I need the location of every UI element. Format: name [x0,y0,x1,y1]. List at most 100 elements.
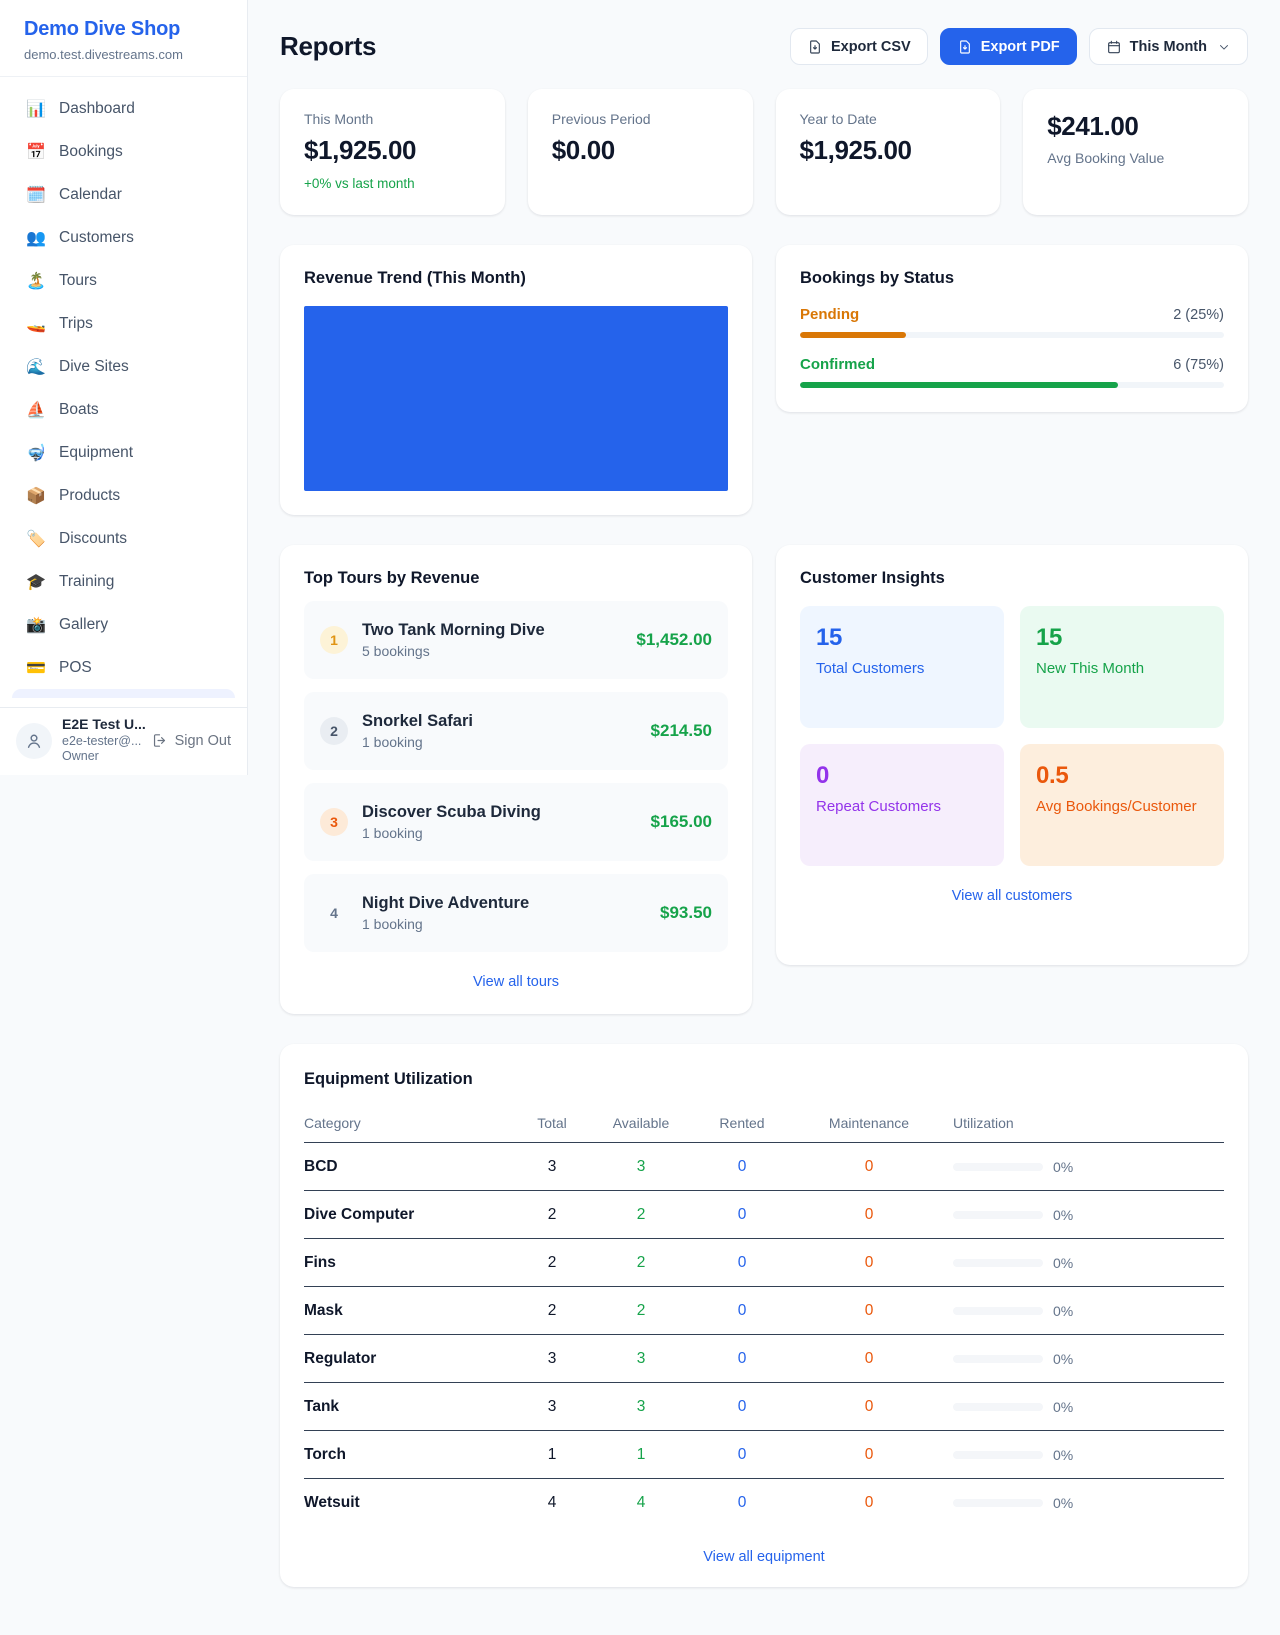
calendar-icon: 🗓️ [26,186,46,204]
sidebar-item-boats[interactable]: ⛵ Boats [12,388,235,431]
tile-value: 15 [816,624,843,651]
table-row: Dive Computer 2 2 0 0 0% [304,1191,1224,1239]
sidebar-nav: 📊 Dashboard 📅 Bookings 🗓️ Calendar 👥 Custome… [0,77,247,707]
stat-card-this-month: This Month $1,925.00 +0% vs last month [280,89,505,215]
sidebar-item-label: Products [59,486,121,504]
tile-avg-bookings-customer: 0.5 Avg Bookings/Customer [1020,744,1224,866]
export-pdf-button[interactable]: Export PDF [939,28,1077,65]
export-pdf-label: Export PDF [980,38,1060,55]
equipment-utilization-title: Equipment Utilization [304,1070,473,1088]
tile-label: Total Customers [816,660,925,677]
sidebar-item-gallery[interactable]: 📸 Gallery [12,603,235,646]
utilization-bar-track [953,1499,1043,1507]
cell-rented: 0 [737,1157,747,1175]
table-row: Torch 1 1 0 0 0% [304,1431,1224,1479]
sidebar-item-discounts[interactable]: 🏷️ Discounts [12,517,235,560]
view-all-equipment-link[interactable]: View all equipment [703,1549,825,1565]
tour-revenue: $165.00 [650,812,712,831]
view-all-customers-link[interactable]: View all customers [951,888,1073,904]
sidebar-item-training[interactable]: 🎓 Training [12,560,235,603]
cell-total: 2 [547,1301,557,1319]
sidebar-item-label: Tours [59,271,97,289]
export-csv-button[interactable]: Export CSV [789,28,928,65]
tour-revenue: $214.50 [650,721,712,740]
cell-utilization: 0% [936,1203,1224,1227]
avatar [16,722,52,759]
camera-icon: 📸 [26,616,46,634]
sidebar-item-label: Customers [59,228,134,246]
person-icon [27,734,41,748]
chevron-down-icon [1220,44,1228,50]
rank-badge: 4 [330,905,338,921]
sidebar-item-bookings[interactable]: 📅 Bookings [12,130,235,173]
cell-total: 2 [547,1205,557,1223]
bookings-by-status-title: Bookings by Status [800,269,955,287]
cell-available: 2 [636,1301,646,1319]
cell-maintenance: 0 [864,1349,874,1367]
cell-available: 3 [636,1397,646,1415]
people-icon: 👥 [26,229,46,247]
view-all-tours-link[interactable]: View all tours [473,974,559,990]
sidebar-item-products[interactable]: 📦 Products [12,474,235,517]
user-name: E2E Test U... [62,716,146,733]
user-email: e2e-tester@... [62,733,142,748]
revenue-trend-chart [304,306,728,491]
customer-insights-title: Customer Insights [800,569,945,587]
column-header-rented: Rented [719,1114,765,1131]
sidebar-item-dashboard[interactable]: 📊 Dashboard [12,87,235,130]
document-download-icon [959,39,970,54]
sidebar-item-tours[interactable]: 🏝️ Tours [12,259,235,302]
cell-available: 2 [636,1253,646,1271]
cell-total: 3 [547,1397,557,1415]
tour-row: 4 Night Dive Adventure 1 booking $93.50 [304,874,728,952]
tour-name: Night Dive Adventure [362,894,530,912]
status-bar-track [800,332,1224,338]
top-tours-card: Top Tours by Revenue 1 Two Tank Morning … [280,545,752,1014]
utilization-percent: 0% [1053,1398,1074,1415]
utilization-percent: 0% [1053,1350,1074,1367]
table-row: Tank 3 3 0 0 0% [304,1383,1224,1431]
page-header: Reports Export CSV Export PDF [280,28,1248,65]
revenue-trend-title: Revenue Trend (This Month) [304,269,526,287]
tour-row: 3 Discover Scuba Diving 1 booking $165.0… [304,783,728,861]
status-count: 2 (25%) [1173,307,1224,323]
sidebar-item-label: Training [59,572,115,590]
tour-name: Discover Scuba Diving [362,803,541,821]
sidebar-item-customers[interactable]: 👥 Customers [12,216,235,259]
stat-card-previous-period: Previous Period $0.00 [527,89,753,215]
cell-maintenance: 0 [864,1253,874,1271]
sidebar-item-label: Bookings [59,142,123,160]
sidebar-item-pos[interactable]: 💳 POS [12,646,235,689]
tour-bookings: 1 booking [362,825,423,841]
document-download-icon [810,39,820,54]
sidebar-item-reports-active-partial[interactable] [12,689,235,698]
brand-block: Demo Dive Shop demo.test.divestreams.com [0,0,247,77]
period-dropdown[interactable]: This Month [1088,28,1248,65]
user-role: Owner [62,749,99,764]
sidebar-item-trips[interactable]: 🚤 Trips [12,302,235,345]
cell-utilization: 0% [936,1395,1224,1419]
sidebar-item-calendar[interactable]: 🗓️ Calendar [12,173,235,216]
stat-value: $1,925.00 [799,135,912,165]
cell-maintenance: 0 [864,1397,874,1415]
cell-utilization: 0% [936,1491,1224,1515]
customer-insights-card: Customer Insights 15 Total Customers 15 … [776,545,1248,965]
sign-out-button[interactable]: Sign Out [151,732,231,749]
cell-rented: 0 [737,1494,747,1511]
tile-repeat-customers: 0 Repeat Customers [800,744,1004,866]
column-header-available: Available [612,1114,670,1131]
export-csv-label: Export CSV [830,38,911,55]
sidebar-item-label: POS [59,658,92,676]
stat-label: Year to Date [799,111,877,127]
tile-total-customers: 15 Total Customers [800,606,1004,728]
credit-card-icon: 💳 [26,659,46,677]
cell-maintenance: 0 [864,1445,874,1463]
sidebar: Demo Dive Shop demo.test.divestreams.com… [0,0,248,775]
user-panel: E2E Test U... e2e-tester@... Owner Sign … [0,707,247,775]
stat-cards-row: This Month $1,925.00 +0% vs last month P… [280,89,1248,215]
cell-rented: 0 [737,1301,747,1319]
stat-value: $241.00 [1047,111,1139,141]
cell-available: 4 [636,1494,646,1511]
sidebar-item-equipment[interactable]: 🤿 Equipment [12,431,235,474]
sidebar-item-dive-sites[interactable]: 🌊 Dive Sites [12,345,235,388]
